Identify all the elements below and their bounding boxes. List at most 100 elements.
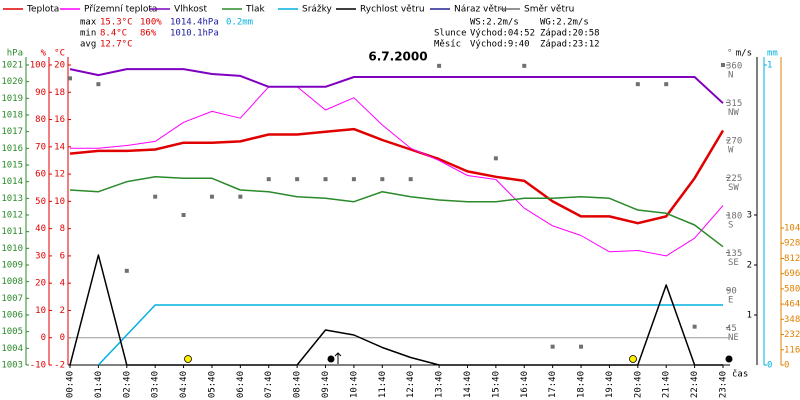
axis-title: m/s	[736, 49, 752, 59]
y-tick-label: 10	[35, 306, 46, 316]
direction-point	[266, 177, 271, 182]
x-tick-label: 15:40	[491, 371, 501, 398]
direction-label: SW	[728, 183, 739, 193]
x-tick-label: 05:40	[207, 371, 217, 398]
direction-label: S	[728, 221, 733, 231]
legend-label: Směr větru	[524, 5, 574, 15]
direction-point	[437, 63, 442, 68]
y-tick-label: 1010	[1, 244, 23, 254]
sunrise-marker	[184, 355, 192, 363]
axis-title: %	[41, 49, 47, 59]
direction-point	[68, 76, 72, 81]
stat-text: 1010.1hPa	[170, 29, 219, 39]
y-tick-label: 18	[54, 88, 65, 98]
y-tick-label: 0	[60, 333, 65, 343]
y-tick-label: 3	[747, 211, 752, 221]
x-tick-label: 16:40	[520, 371, 530, 398]
y-tick-label: 1013	[1, 194, 23, 204]
direction-point	[635, 82, 640, 87]
y-tick-label: 135	[726, 249, 742, 259]
y-tick-label: 348	[784, 315, 800, 325]
stat-text: 12.7°C	[100, 40, 133, 50]
direction-point	[153, 194, 158, 199]
y-tick-label: 180	[726, 212, 742, 222]
y-tick-label: 1006	[1, 311, 23, 321]
series-line	[69, 175, 724, 248]
y-tick-label: 1017	[1, 127, 23, 137]
sunset-marker	[629, 355, 637, 363]
y-tick-label: -10	[30, 361, 46, 371]
y-tick-label: 4	[60, 279, 65, 289]
stat-text: 100%	[140, 18, 162, 28]
info-text: Měsíc	[434, 40, 461, 50]
y-tick-label: 90	[726, 287, 737, 297]
y-tick-label: 928	[784, 239, 800, 249]
y-tick-label: 1	[747, 311, 752, 321]
y-tick-label: 0	[767, 361, 772, 371]
legend-label: Přízemní teplota	[84, 5, 157, 15]
legend-label: Vlhkost	[174, 5, 207, 15]
direction-point	[295, 177, 300, 182]
direction-point	[408, 177, 413, 182]
info-text: Východ:9:40	[470, 40, 530, 50]
direction-label: SE	[728, 258, 739, 268]
y-tick-label: 360	[726, 62, 742, 72]
legend-label: Náraz větru	[454, 5, 507, 15]
y-tick-label: 1020	[1, 77, 23, 87]
y-tick-label: 0	[41, 333, 46, 343]
y-tick-label: 30	[35, 251, 46, 261]
y-tick-label: 0	[784, 361, 789, 371]
x-tick-label: 06:40	[236, 371, 246, 398]
y-tick-label: 90	[35, 88, 46, 98]
legend-label: Tlak	[245, 5, 266, 15]
direction-point	[124, 268, 129, 273]
stat-text: max	[80, 18, 97, 28]
moonrise-arrow	[334, 352, 342, 364]
y-tick-label: 270	[726, 137, 742, 147]
x-tick-label: 09:40	[321, 371, 331, 398]
direction-label: NE	[728, 333, 739, 343]
series-line	[70, 86, 724, 257]
x-tick-label: 19:40	[605, 371, 615, 398]
y-tick-label: 70	[35, 142, 46, 152]
info-text: WG:2.2m/s	[540, 18, 589, 28]
x-tick-label: 22:40	[690, 371, 700, 398]
y-tick-label: 1015	[1, 161, 23, 171]
x-tick-label: 03:40	[151, 371, 161, 398]
y-tick-label: 1009	[1, 261, 23, 271]
stat-text: avg	[80, 40, 96, 50]
x-tick-label: 02:40	[122, 371, 132, 398]
direction-point	[181, 213, 186, 217]
x-axis-title: čas	[732, 369, 748, 380]
direction-label: E	[728, 296, 733, 306]
y-tick-label: 10	[54, 197, 65, 207]
axis-title: °	[727, 49, 732, 59]
x-tick-label: 08:40	[293, 371, 303, 398]
y-tick-label: 1014	[1, 177, 23, 187]
y-tick-label: 116	[784, 345, 800, 355]
y-tick-label: 225	[726, 174, 742, 184]
y-tick-label: -2	[54, 361, 65, 371]
series-line	[97, 304, 723, 366]
x-tick-label: 00:40	[66, 371, 76, 398]
y-tick-label: 1012	[1, 211, 23, 221]
x-tick-label: 13:40	[435, 371, 445, 398]
info-text: Západ:23:12	[540, 40, 600, 50]
x-tick-label: 17:40	[548, 371, 558, 398]
direction-label: N	[728, 71, 733, 81]
info-text: WS:2.2m/s	[470, 18, 519, 28]
direction-point	[209, 194, 214, 199]
x-tick-label: 21:40	[662, 371, 672, 398]
info-text: Západ:20:58	[540, 29, 600, 39]
y-tick-label: 1007	[1, 294, 23, 304]
legend-label: Rychlost větru	[360, 5, 425, 15]
info-text: Slunce	[434, 29, 467, 39]
y-tick-label: 1044	[784, 223, 800, 233]
direction-point	[323, 177, 328, 182]
stat-text: 86%	[140, 29, 157, 39]
y-tick-label: 812	[784, 254, 800, 264]
x-tick-label: 11:40	[378, 371, 388, 398]
y-tick-label: 1016	[1, 144, 23, 154]
direction-point	[664, 82, 669, 87]
